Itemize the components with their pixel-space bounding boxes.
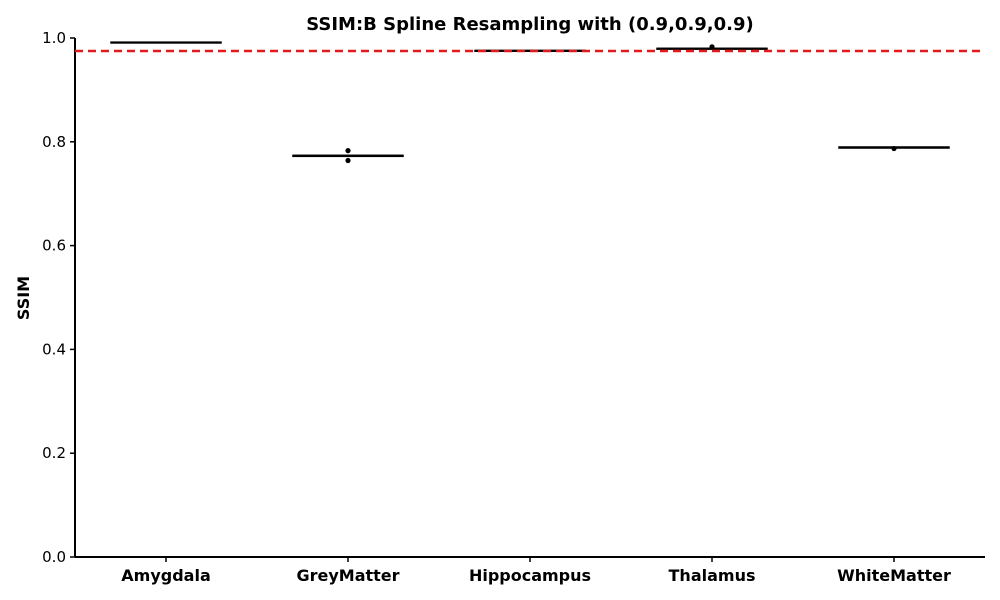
x-tick-label: Amygdala bbox=[121, 566, 210, 585]
outlier-point bbox=[709, 44, 715, 50]
plot-area: 0.0 0.2 0.4 0.6 0.8 1.0 Amygdala GreyMatter Hipp… bbox=[42, 29, 985, 585]
y-tick-label: 0.4 bbox=[42, 340, 66, 358]
y-tick-label: 0.0 bbox=[42, 548, 66, 566]
y-tick-label: 0.2 bbox=[42, 444, 66, 462]
x-tick-label: Thalamus bbox=[669, 566, 756, 585]
y-axis-label: SSIM bbox=[14, 276, 33, 320]
y-tick-label: 1.0 bbox=[42, 29, 66, 47]
x-tick-label: GreyMatter bbox=[296, 566, 399, 585]
outlier-point bbox=[891, 145, 897, 152]
outlier-point bbox=[345, 157, 351, 164]
outlier-point bbox=[345, 148, 351, 154]
y-tick-label: 0.8 bbox=[42, 133, 66, 151]
chart-title: SSIM:B Spline Resampling with (0.9,0.9,0… bbox=[306, 14, 754, 35]
x-tick-label: Hippocampus bbox=[469, 566, 591, 585]
y-tick-label: 0.6 bbox=[42, 237, 66, 255]
x-tick-label: WhiteMatter bbox=[837, 566, 951, 585]
